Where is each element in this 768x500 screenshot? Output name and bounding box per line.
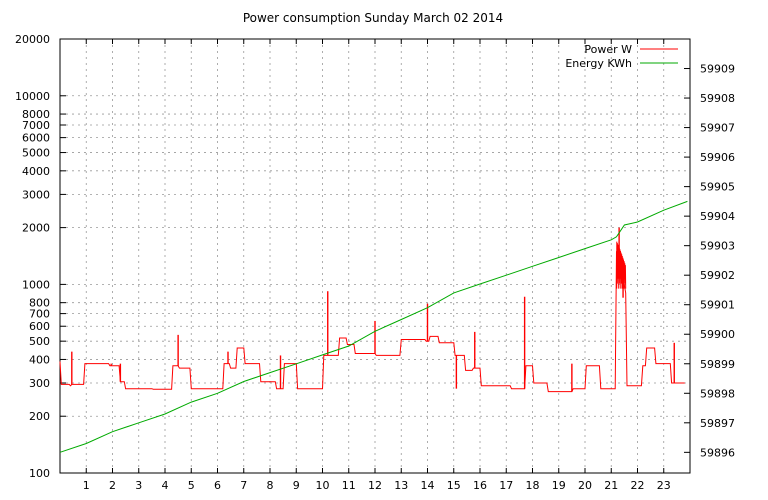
- y-tick-label: 4000: [22, 165, 50, 178]
- legend-label-power: Power W: [584, 43, 632, 56]
- x-tick-label: 21: [604, 479, 618, 492]
- y2-tick-label: 59906: [700, 151, 735, 164]
- x-tick-label: 23: [657, 479, 671, 492]
- y-tick-label: 300: [29, 377, 50, 390]
- legend: Power W Energy KWh: [565, 43, 678, 70]
- y-tick-label: 5000: [22, 147, 50, 160]
- x-tick-label: 9: [293, 479, 300, 492]
- x-tick-label: 14: [421, 479, 435, 492]
- y-tick-label: 1000: [22, 278, 50, 291]
- x-tick-label: 6: [214, 479, 221, 492]
- x-tick-label: 13: [394, 479, 408, 492]
- y2-axis: 59896 59897 59898 59899 59900 59901 59902 59903…: [684, 63, 735, 459]
- y2-tick-label: 59902: [700, 269, 735, 282]
- y2-tick-label: 59898: [700, 387, 735, 400]
- x-tick-label: 17: [499, 479, 513, 492]
- y-tick-label: 600: [29, 320, 50, 333]
- x-tick-label: 10: [316, 479, 330, 492]
- y-tick-label: 400: [29, 353, 50, 366]
- x-tick-label: 22: [631, 479, 645, 492]
- y-tick-label: 7000: [22, 119, 50, 132]
- x-tick-label: 15: [447, 479, 461, 492]
- grid: [60, 39, 690, 473]
- y2-tick-label: 59903: [700, 240, 735, 253]
- power-oscillation: [616, 241, 627, 289]
- y-tick-label: 6000: [22, 132, 50, 145]
- y-tick-label: 800: [29, 297, 50, 310]
- x-tick-label: 7: [240, 479, 247, 492]
- x-tick-label: 4: [162, 479, 169, 492]
- y-tick-label: 700: [29, 308, 50, 321]
- y2-tick-label: 59904: [700, 210, 735, 223]
- y2-tick-label: 59908: [700, 92, 735, 105]
- x-tick-label: 19: [552, 479, 566, 492]
- y-tick-label: 8000: [22, 108, 50, 121]
- y2-tick-label: 59907: [700, 122, 735, 135]
- x-tick-label: 1: [83, 479, 90, 492]
- x-tick-label: 8: [267, 479, 274, 492]
- legend-label-energy: Energy KWh: [565, 57, 632, 70]
- y2-tick-label: 59900: [700, 328, 735, 341]
- x-tick-label: 18: [526, 479, 540, 492]
- x-tick-label: 3: [135, 479, 142, 492]
- y2-tick-label: 59905: [700, 181, 735, 194]
- series-group: [59, 200, 688, 453]
- x-tick-label: 16: [473, 479, 487, 492]
- x-tick-label: 12: [368, 479, 382, 492]
- chart-title: Power consumption Sunday March 02 2014: [243, 11, 503, 25]
- y2-tick-label: 59909: [700, 63, 735, 76]
- x-tick-label: 2: [109, 479, 116, 492]
- y2-tick-label: 59897: [700, 417, 735, 430]
- y-tick-label: 500: [29, 335, 50, 348]
- x-tick-label: 20: [578, 479, 592, 492]
- y-tick-label: 10000: [15, 90, 50, 103]
- x-axis: 1 2 3 4 5 6 7 8 9 10 11 12 13 14 15 16 17 18 19 20 21 22 23: [83, 39, 671, 492]
- series-line-power: [59, 251, 685, 393]
- x-tick-label: 11: [342, 479, 356, 492]
- series-line-energy: [59, 200, 688, 453]
- y2-tick-label: 59901: [700, 299, 735, 312]
- y-tick-label: 200: [29, 410, 50, 423]
- y2-tick-label: 59899: [700, 358, 735, 371]
- y2-tick-label: 59896: [700, 446, 735, 459]
- y-tick-label: 3000: [22, 188, 50, 201]
- y-tick-label: 100: [29, 467, 50, 480]
- x-tick-label: 5: [188, 479, 195, 492]
- y-tick-label: 20000: [15, 33, 50, 46]
- y-tick-label: 2000: [22, 222, 50, 235]
